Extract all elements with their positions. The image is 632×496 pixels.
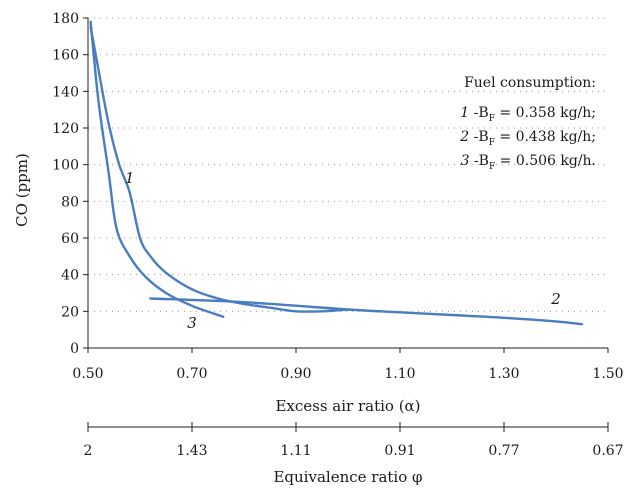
y-tick-label: 60 (61, 231, 79, 247)
x-tick-label: 1.30 (488, 366, 519, 382)
y-tick-label: 160 (52, 48, 79, 64)
x2-tick-label: 1.11 (280, 443, 311, 459)
x2-tick-label: 2 (84, 443, 93, 459)
legend-entry: 2 -BF = 0.438 kg/h; (459, 129, 596, 148)
y-tick-label: 140 (52, 84, 79, 100)
legend-entry: 3 -BF = 0.506 kg/h. (461, 153, 596, 172)
series-line-2 (149, 297, 584, 326)
series-lines (89, 20, 584, 326)
x-tick-label: 0.90 (280, 366, 311, 382)
series-line-3 (89, 20, 225, 318)
y-tick-label: 20 (61, 304, 79, 320)
x2-tick-label: 0.67 (592, 443, 623, 459)
x2-tick-label: 0.91 (384, 443, 415, 459)
x2-tick-label: 0.77 (488, 443, 519, 459)
x-tick-label: 0.70 (176, 366, 207, 382)
axes (83, 17, 609, 432)
y-axis-title: CO (ppm) (13, 153, 31, 227)
legend: Fuel consumption: 1 -BF = 0.358 kg/h; 2 -… (459, 75, 596, 172)
y-tick-label: 40 (61, 268, 79, 284)
x-tick-label: 0.50 (72, 366, 103, 382)
series-line-1 (89, 26, 350, 313)
legend-entry: 1 -BF = 0.358 kg/h; (460, 105, 596, 124)
x-axis-title: Excess air ratio (α) (275, 397, 420, 415)
curve-label-3: 3 (187, 314, 197, 332)
y-tick-label: 80 (61, 194, 79, 210)
x-tick-label: 1.10 (384, 366, 415, 382)
x-tick-label: 1.50 (592, 366, 623, 382)
tick-labels: 0 20 40 60 80 100 120 140 160 180 0.50 0.70 0.90 1.10… (52, 11, 623, 459)
x2-axis-title: Equivalence ratio φ (273, 468, 422, 486)
curve-label-2: 2 (550, 290, 561, 308)
curve-label-1: 1 (125, 169, 135, 187)
y-tick-label: 0 (70, 341, 79, 357)
legend-title: Fuel consumption: (464, 75, 596, 91)
y-tick-label: 180 (52, 11, 79, 27)
y-tick-label: 100 (52, 158, 79, 174)
y-tick-label: 120 (52, 121, 79, 137)
x2-tick-label: 1.43 (176, 443, 207, 459)
